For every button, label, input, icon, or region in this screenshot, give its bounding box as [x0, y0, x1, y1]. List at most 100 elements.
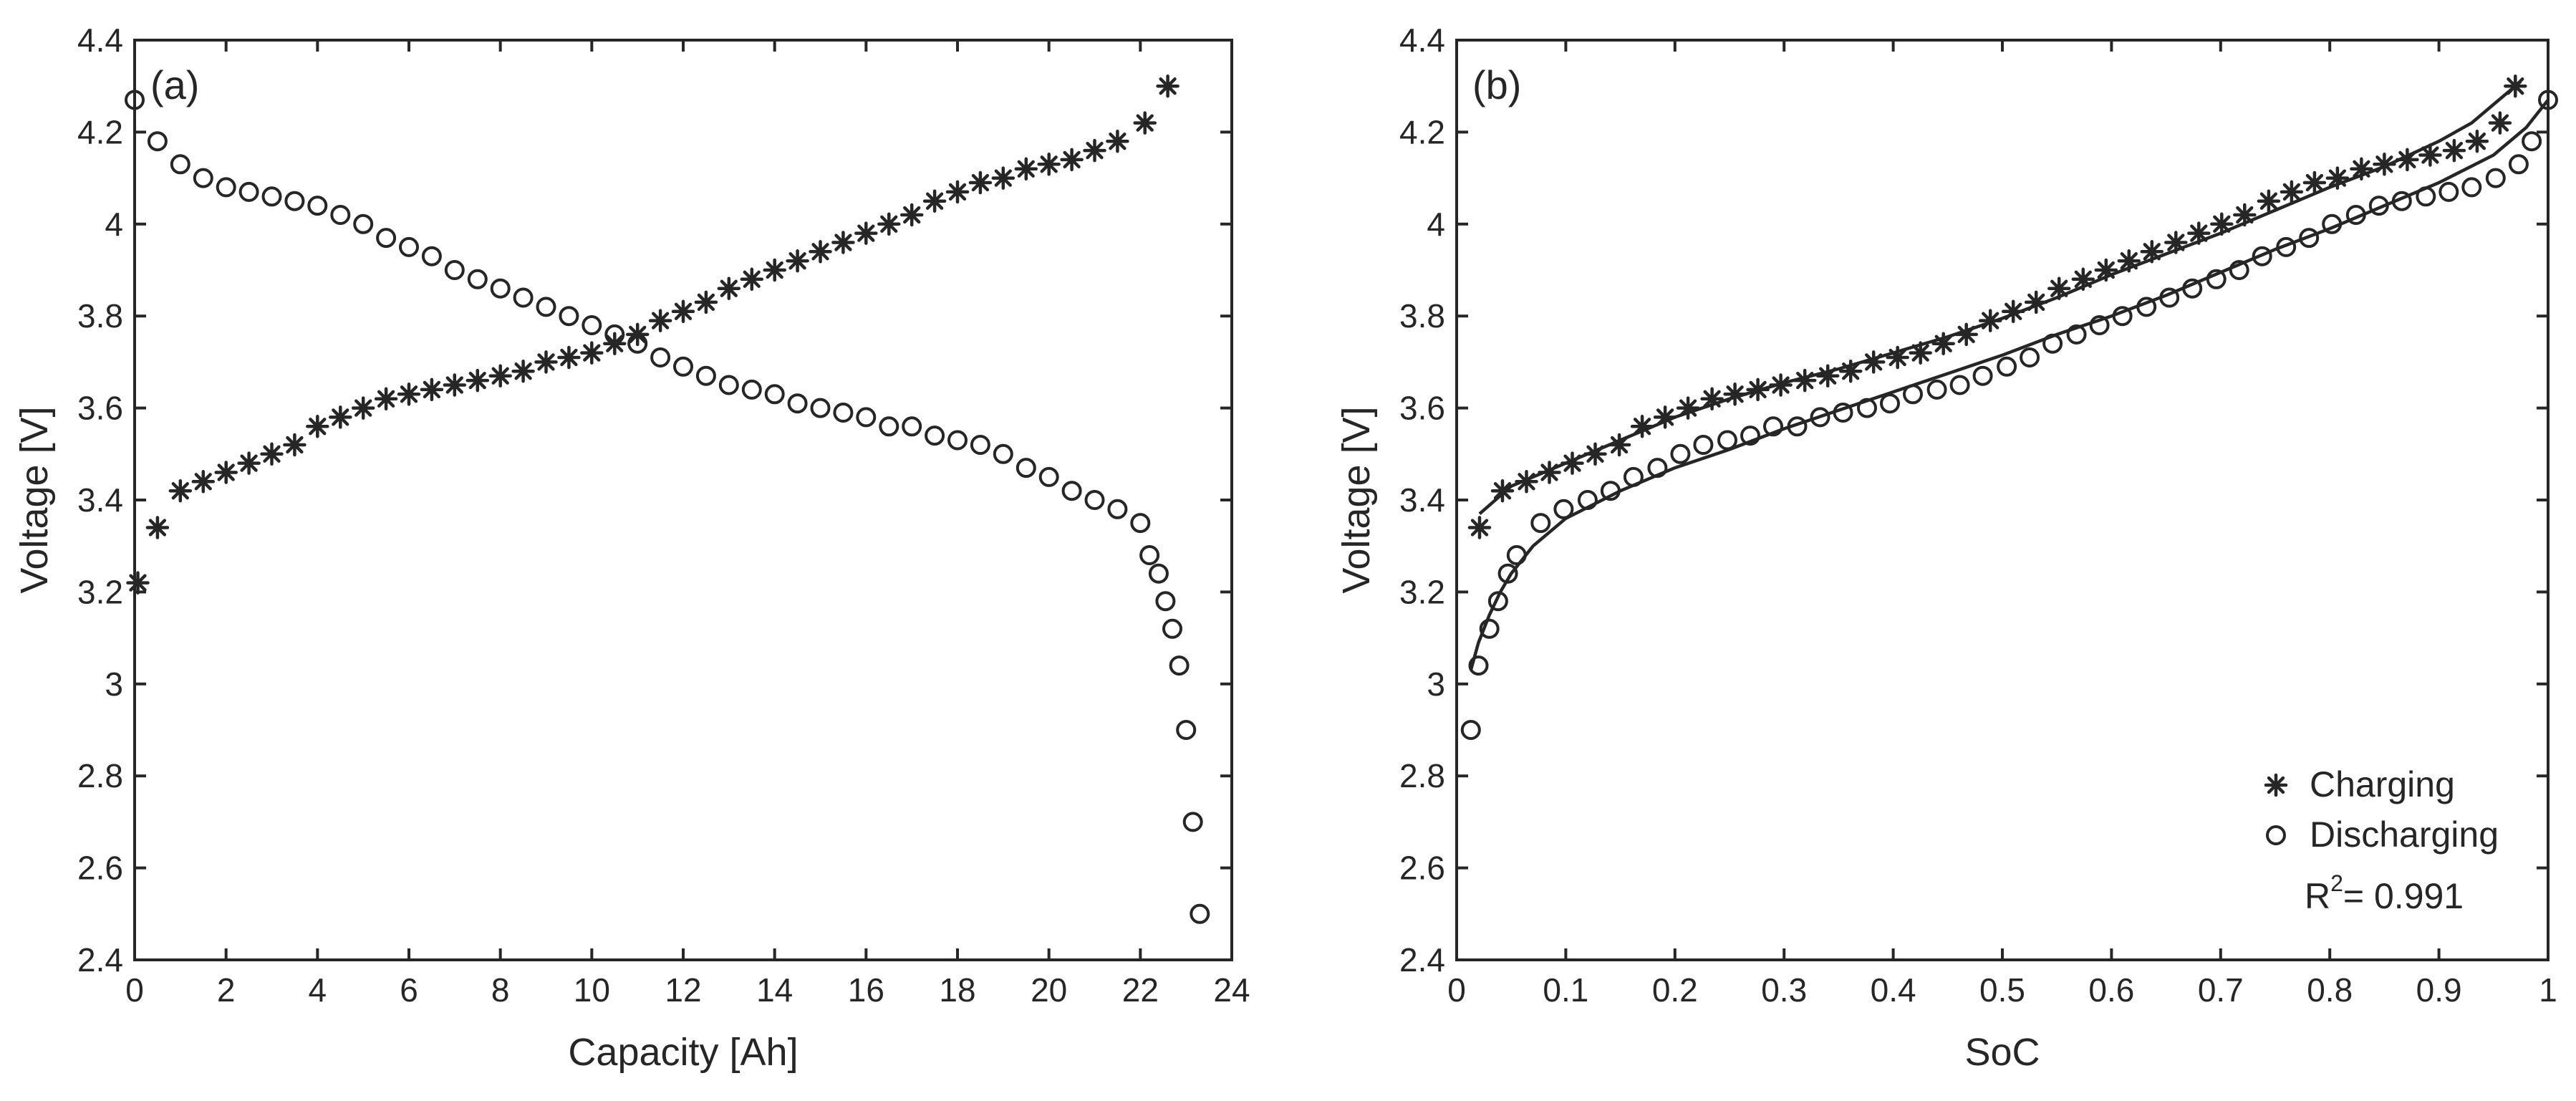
series-charging — [1467, 74, 2527, 539]
charging-point — [168, 479, 193, 503]
discharging-point — [1497, 563, 1518, 584]
discharging-point — [604, 324, 625, 345]
discharging-point — [2159, 287, 2180, 308]
discharging-point — [1479, 618, 1500, 639]
discharging-point — [1740, 426, 1760, 446]
charging-point — [2094, 258, 2118, 282]
charging-point — [877, 212, 901, 236]
discharging-point — [1600, 481, 1621, 501]
y-tick-label: 4 — [105, 206, 123, 243]
discharging-point — [1670, 443, 1691, 464]
y-tick-label: 2.6 — [1399, 850, 1445, 887]
charging-point — [397, 383, 421, 406]
y-tick-label: 3 — [105, 665, 123, 703]
charging-point — [2325, 166, 2350, 190]
charging-point — [1653, 405, 1677, 429]
discharging-point — [947, 430, 968, 451]
x-tick-label: 4 — [309, 971, 327, 1009]
discharging-point — [1182, 812, 1203, 832]
discharging-point — [1833, 403, 1853, 423]
charging-point — [534, 350, 558, 374]
y-axis-label-b: Voltage [V] — [1335, 406, 1378, 593]
x-tick-label: 24 — [1213, 971, 1250, 1009]
discharging-point — [2368, 196, 2389, 216]
x-axis-label-b: SoC — [1964, 1031, 2040, 1074]
charging-point — [1133, 111, 1157, 135]
charging-point — [899, 203, 924, 227]
y-tick-label: 3.6 — [1399, 390, 1445, 427]
data-marks-b — [1460, 74, 2558, 740]
charging-point — [1037, 153, 1061, 176]
charging-point — [945, 180, 970, 204]
discharging-point — [1972, 365, 1993, 386]
x-tick-label: 20 — [1031, 971, 1067, 1009]
y-tick-label: 4.4 — [77, 21, 123, 59]
charging-point — [1676, 396, 1700, 420]
x-axis-ticks-a: 0 2 4 6 8 10 12 14 16 18 20 22 24 — [125, 40, 1250, 1009]
charging-point — [1630, 415, 1654, 438]
charging-point — [1700, 387, 1724, 411]
charging-point — [2302, 170, 2327, 195]
charging-point — [351, 396, 375, 420]
y-tick-label: 2.8 — [1399, 757, 1445, 794]
charging-point — [717, 277, 741, 300]
discharging-point — [1016, 458, 1036, 479]
y-tick-label: 4.4 — [1399, 21, 1445, 59]
charging-point — [191, 470, 216, 494]
charging-point — [1931, 332, 1955, 355]
charging-point — [1467, 516, 1492, 539]
charging-point — [1083, 138, 1106, 163]
x-tick-label: 8 — [491, 971, 510, 1009]
charging-point — [763, 258, 786, 282]
charging-point — [2187, 221, 2211, 245]
discharging-point — [993, 443, 1013, 464]
plot-area-a — [133, 39, 1233, 961]
charging-point — [1156, 74, 1180, 98]
discharging-point — [125, 90, 145, 110]
x-tick-label: 10 — [574, 971, 610, 1009]
discharging-point — [559, 306, 579, 327]
discharging-point — [2416, 186, 2436, 207]
legend-charging-marker — [2264, 773, 2288, 797]
r-squared-annotation: R2= 0.991 — [2305, 870, 2464, 916]
discharging-point — [513, 287, 534, 308]
discharging-point — [2042, 333, 2063, 354]
discharging-point — [1693, 435, 1714, 455]
charging-point — [2257, 189, 2281, 213]
x-tick-label: 14 — [756, 971, 793, 1009]
y-tick-label: 2.4 — [77, 941, 123, 979]
y-tick-label: 2.8 — [77, 757, 123, 794]
x-axis-label-a: Capacity [Ah] — [568, 1031, 798, 1074]
discharging-point — [1460, 720, 1481, 740]
discharging-point — [1787, 416, 1808, 437]
charging-point — [786, 249, 809, 273]
x-tick-label: 0.6 — [2088, 971, 2134, 1009]
x-tick-label: 2 — [217, 971, 236, 1009]
charging-point — [1060, 148, 1084, 172]
charging-point — [580, 341, 604, 365]
charging-point — [922, 189, 947, 213]
charging-point — [420, 378, 444, 402]
charging-point — [1886, 345, 1909, 370]
charging-point — [329, 405, 352, 429]
discharging-point — [1038, 466, 1059, 487]
charging-point — [1909, 341, 1932, 365]
charging-point — [1723, 383, 1747, 406]
charging-point — [1515, 470, 1538, 494]
discharging-point — [2391, 191, 2412, 211]
discharging-point — [353, 213, 374, 234]
discharging-point — [810, 398, 831, 418]
charging-point — [2071, 267, 2095, 292]
discharging-point — [1553, 499, 1574, 519]
charging-point — [740, 267, 764, 292]
y-tick-label: 3.2 — [1399, 573, 1445, 610]
charging-point — [2418, 143, 2442, 167]
charging-point — [1978, 309, 2002, 332]
discharging-point — [2066, 324, 2087, 345]
discharging-point — [650, 347, 671, 367]
r-squared-superscript: 2 — [2330, 870, 2343, 896]
discharging-point — [2322, 213, 2343, 234]
discharging-point — [1169, 655, 1190, 676]
panel-a: 2.42.62.833.23.43.63.844.24.4 0 2 4 6 8 10 12 1… — [13, 21, 1250, 1074]
